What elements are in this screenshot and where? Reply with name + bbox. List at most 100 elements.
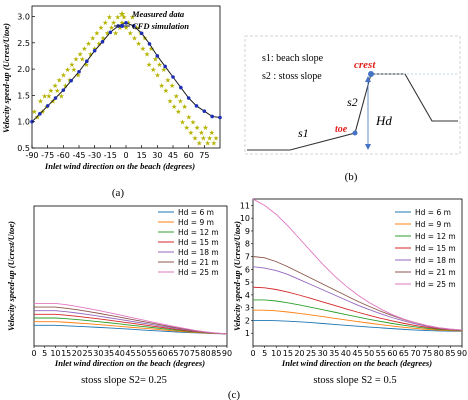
- measured-point: ★: [52, 82, 58, 90]
- measured-point: ★: [125, 19, 131, 27]
- panel-c-right-lines: [252, 198, 463, 332]
- panel-b-frame: [244, 35, 461, 155]
- measured-point: ★: [104, 29, 110, 37]
- panel-b-diagram: s1: beach slope s2 : stoss slope crest t…: [244, 35, 461, 183]
- xtick-label: 65: [399, 349, 409, 358]
- xtick-label: 15: [61, 349, 71, 358]
- a-xtick-label: -60: [57, 151, 70, 160]
- xtick-label: 10: [271, 349, 281, 358]
- series-line: [252, 286, 463, 331]
- cfd-point: [69, 78, 73, 83]
- measured-point: ★: [75, 71, 81, 79]
- legend-label: Hd = 18 m: [415, 256, 456, 265]
- legend-label: Hd = 25 m: [415, 280, 456, 289]
- measured-point: ★: [175, 108, 181, 116]
- measured-point: ★: [106, 14, 112, 22]
- xtick-label: 60: [387, 349, 397, 358]
- measured-point: ★: [184, 124, 190, 132]
- xtick-label: 55: [147, 349, 157, 358]
- a-xtick-label: 15: [137, 151, 147, 160]
- xtick-label: 5: [262, 349, 267, 358]
- xtick-label: 35: [104, 349, 114, 358]
- ytick-label: 9: [245, 227, 250, 236]
- measured-point: ★: [42, 92, 48, 100]
- s2-symbol: s2: [347, 95, 358, 109]
- series-line: [34, 321, 228, 335]
- legend-label: Hd = 12 m: [415, 232, 456, 241]
- cfd-point: [92, 48, 97, 53]
- panel-a-ylabel: Velocity speed-up (Ucrest/Utoe): [1, 23, 11, 133]
- measured-point: ★: [119, 19, 125, 27]
- measured-point: ★: [85, 40, 91, 48]
- measured-point: ★: [48, 87, 54, 95]
- xtick-label: 90: [457, 349, 467, 358]
- measured-point: ★: [90, 35, 96, 43]
- measured-point: ★: [204, 140, 210, 148]
- panel-c-left-xlabel: Inlet wind direction on the beach (degre…: [54, 358, 205, 368]
- measured-point: ★: [98, 24, 104, 32]
- measured-point: ★: [62, 82, 68, 90]
- panel-c-left-legend: Hd = 6 mHd = 9 mHd = 12 mHd = 15 mHd = 1…: [158, 208, 219, 277]
- measured-point: ★: [100, 35, 106, 43]
- cfd-point: [108, 30, 113, 35]
- measured-point: ★: [211, 140, 217, 148]
- measured-point: ★: [110, 19, 116, 27]
- series-line: [34, 302, 228, 335]
- measured-point: ★: [37, 98, 43, 106]
- legend-label: Hd = 12 m: [178, 228, 219, 237]
- legend-label: Hd = 9 m: [415, 220, 451, 229]
- hd-arrowhead-top: [365, 76, 371, 82]
- cfd-point: [132, 24, 136, 28]
- cfd-point: [179, 85, 183, 90]
- xtick-label: 30: [93, 349, 103, 358]
- measured-point: ★: [113, 29, 119, 37]
- measured-point: ★: [213, 134, 219, 142]
- measured-point: ★: [56, 77, 62, 85]
- legend-cfd-marker: [120, 24, 124, 28]
- measured-point: ★: [198, 129, 204, 137]
- measured-point: ★: [83, 61, 89, 69]
- a-xtick-label: -30: [88, 151, 101, 160]
- s1-definition: s1: beach slope: [262, 53, 324, 64]
- ytick-label: 10: [240, 214, 250, 223]
- ytick-label: 11: [240, 201, 250, 210]
- ytick-label: 4: [245, 291, 250, 300]
- measured-point: ★: [58, 92, 64, 100]
- panel-c-right-xticks: 0 5 10 15 20 25 30 35 40 45 50 55 60 65 70 75 80 85 90: [250, 346, 467, 358]
- xtick-label: 0: [250, 349, 255, 358]
- measured-point: ★: [77, 50, 83, 58]
- cfd-point: [210, 114, 214, 119]
- measured-point: ★: [156, 61, 162, 69]
- measured-point: ★: [192, 134, 198, 142]
- panel-a-xlabel: Inlet wind direction on the beach (degre…: [44, 161, 195, 171]
- xtick-label: 15: [283, 349, 293, 358]
- measured-point: ★: [31, 108, 37, 116]
- measured-point: ★: [115, 14, 121, 22]
- xtick-label: 30: [318, 349, 328, 358]
- measured-point: ★: [50, 98, 56, 106]
- panel-c-right-xlabel: Inlet wind direction on the beach (degre…: [281, 358, 432, 368]
- cfd-point: [186, 96, 191, 100]
- measured-point: ★: [209, 129, 215, 137]
- crest-marker: [368, 71, 374, 77]
- measured-point: ★: [87, 50, 93, 58]
- a-xtick-label: 0: [123, 151, 128, 160]
- legend-measured-label: Measured data: [131, 9, 185, 19]
- panel-c-left-xticks: 0 5 10 15 20 25 30 35 40 45 50 55 60 65 70 75 80 85 90: [31, 346, 232, 358]
- a-ytick-label: 1.0: [17, 118, 30, 127]
- s1-symbol: s1: [298, 126, 309, 140]
- xtick-label: 60: [158, 349, 168, 358]
- panel-c-caption: (c): [228, 389, 241, 400]
- s2-definition: s2 : stoss slope: [262, 71, 322, 82]
- xtick-label: 70: [410, 349, 420, 358]
- legend-measured-marker: ★: [118, 9, 126, 19]
- measured-point: ★: [69, 61, 75, 69]
- measured-point: ★: [54, 87, 60, 95]
- ytick-label: 7: [245, 253, 250, 262]
- panel-b-caption: (b): [345, 171, 358, 183]
- series-line: [253, 319, 463, 332]
- a-xtick-label: -90: [25, 151, 38, 160]
- measured-point: ★: [46, 92, 52, 100]
- cfd-point: [100, 39, 105, 44]
